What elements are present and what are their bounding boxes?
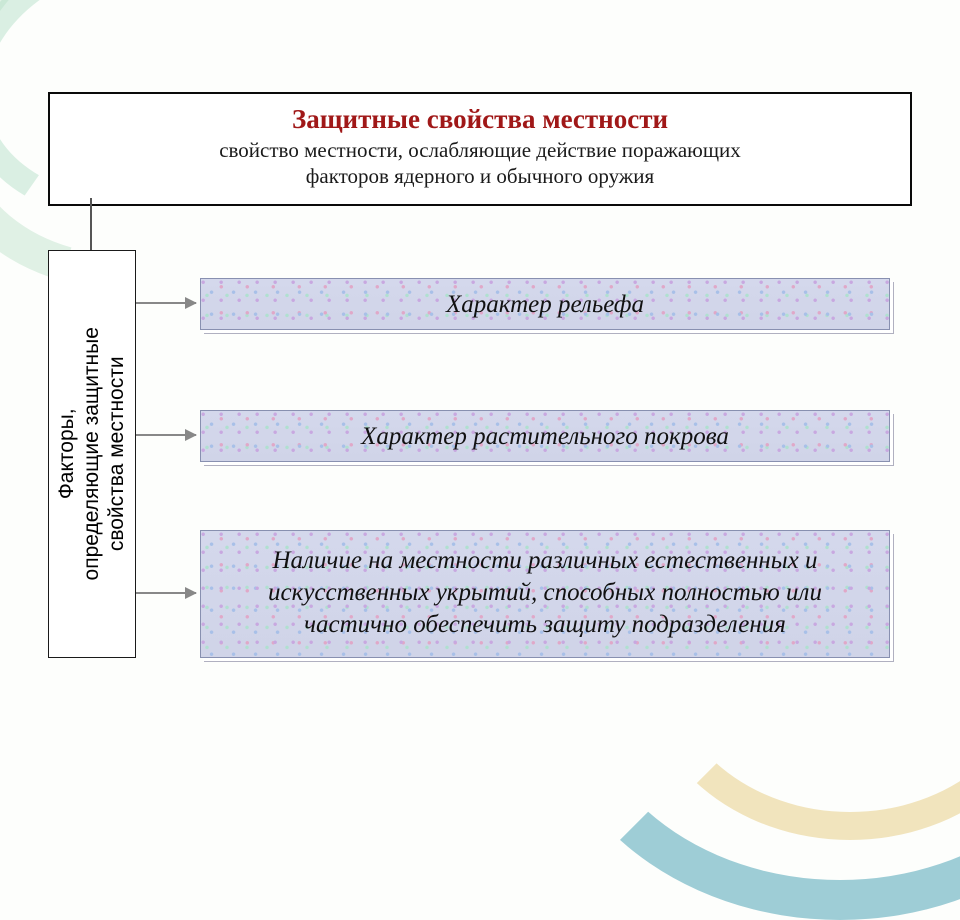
side-label: Факторы, определяющие защитные свойства … <box>54 327 130 580</box>
side-label-l1: Факторы, <box>55 409 78 500</box>
arrow-to-factor-1 <box>136 302 196 304</box>
factor-box-relief: Характер рельефа <box>200 278 890 330</box>
factor-box-vegetation: Характер растительного покрова <box>200 410 890 462</box>
header-box: Защитные свойства местности свойство мес… <box>48 92 912 206</box>
arrow-to-factor-2 <box>136 434 196 436</box>
arrow-to-factor-3 <box>136 592 196 594</box>
connector-vline <box>90 198 92 250</box>
header-title: Защитные свойства местности <box>70 104 890 135</box>
factor-box-shelters: Наличие на местности различных естествен… <box>200 530 890 658</box>
side-label-box: Факторы, определяющие защитные свойства … <box>48 250 136 658</box>
header-subtitle-line1: свойство местности, ослабляющие действие… <box>70 137 890 163</box>
side-label-l3: свойства местности <box>106 357 129 552</box>
side-label-l2: определяющие защитные <box>80 327 103 580</box>
header-subtitle-line2: факторов ядерного и обычного оружия <box>70 163 890 189</box>
